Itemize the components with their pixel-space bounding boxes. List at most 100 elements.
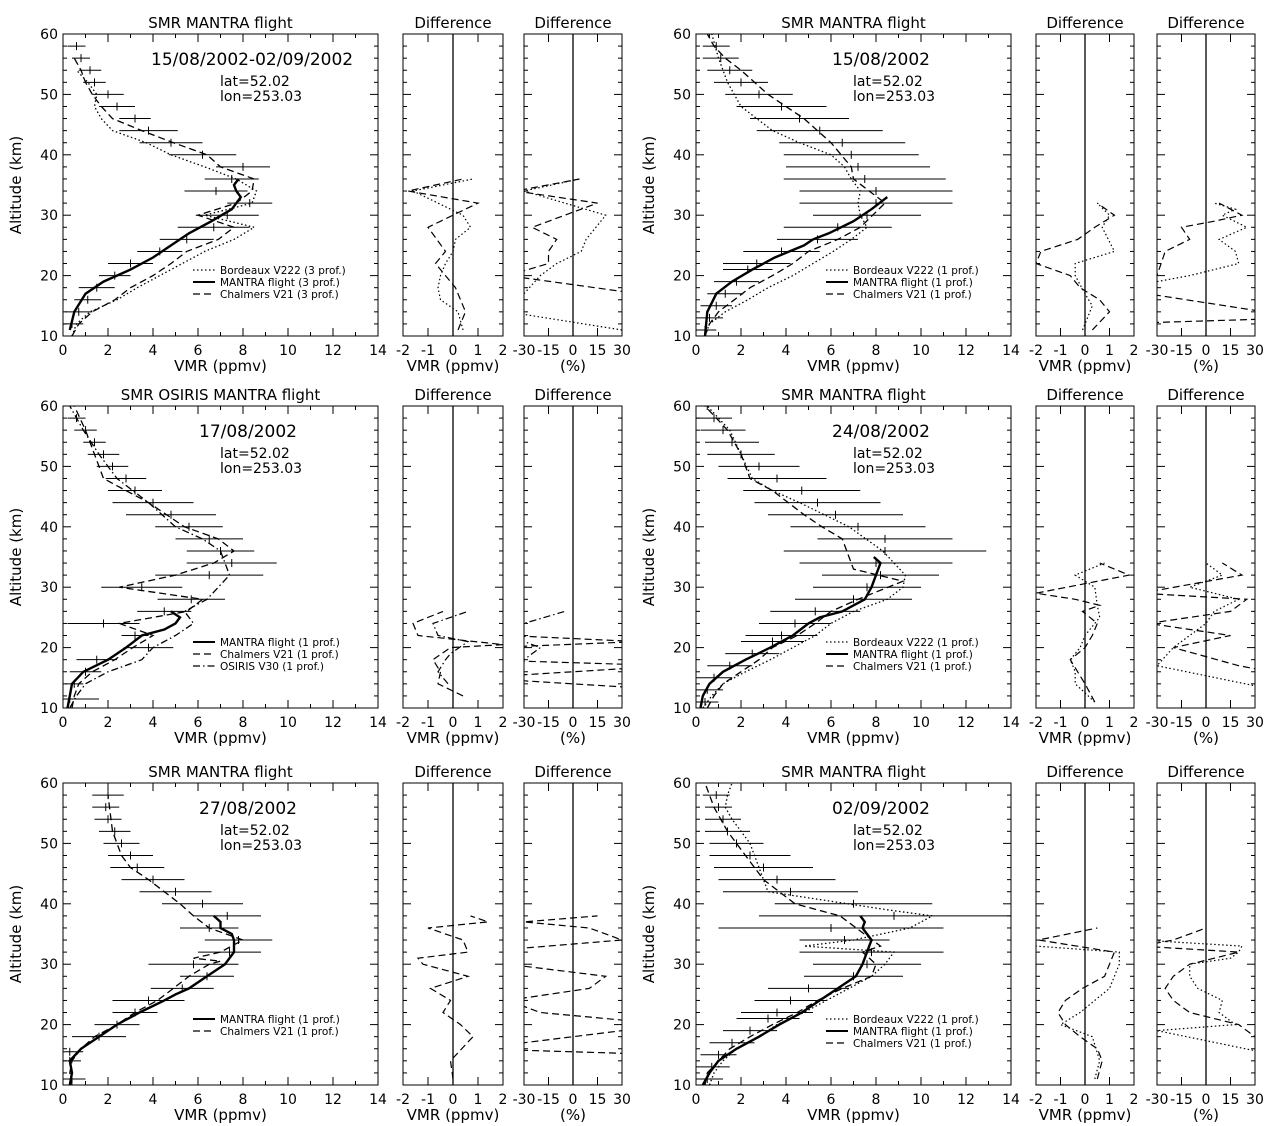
x-tick-label: 1 xyxy=(1105,715,1114,731)
legend-entry: Bordeaux V222 (1 prof.) xyxy=(853,265,979,277)
lon-annotation: lon=253.03 xyxy=(220,838,302,854)
date-annotation: 27/08/2002 xyxy=(199,799,297,819)
x-tick-label: 2 xyxy=(737,715,746,731)
y-tick-label: 50 xyxy=(673,459,691,475)
x-tick-label: 0 xyxy=(1202,715,1211,731)
y-tick-label: 30 xyxy=(40,208,58,224)
x-tick-label: 8 xyxy=(872,343,881,359)
legend-entry: OSIRIS V30 (1 prof.) xyxy=(220,661,324,673)
pct-x-axis-label: (%) xyxy=(1193,1106,1219,1124)
y-tick-label: 60 xyxy=(40,399,58,415)
x-tick-label: 15 xyxy=(589,715,607,731)
pct-plot-area xyxy=(1157,202,1255,324)
diff-plot-area xyxy=(1036,562,1132,703)
x-tick-label: 12 xyxy=(957,343,975,359)
y-tick-label: 40 xyxy=(673,520,691,536)
pct-line-1 xyxy=(1157,202,1249,283)
x-tick-label: 6 xyxy=(194,1092,203,1108)
legend-entry: Bordeaux V222 (3 prof.) xyxy=(220,265,346,277)
pct-plot-area xyxy=(524,915,622,1054)
x-axis-label: VMR (ppmv) xyxy=(807,1106,900,1124)
x-tick-label: 6 xyxy=(827,1092,836,1108)
lon-annotation: lon=253.03 xyxy=(220,461,302,477)
x-tick-label: 2 xyxy=(499,715,508,731)
x-tick-label: -15 xyxy=(537,343,560,359)
diff-plot-area xyxy=(412,610,503,697)
lat-annotation: lat=52.02 xyxy=(853,823,923,839)
main-plot-area xyxy=(63,406,277,708)
diff-line-2 xyxy=(1036,562,1132,703)
y-axis-label: Altitude (km) xyxy=(640,885,658,983)
diff-line-2 xyxy=(1038,927,1116,1080)
pct-line-2 xyxy=(524,178,622,293)
x-tick-label: 0 xyxy=(569,343,578,359)
x-tick-label: 30 xyxy=(613,715,631,731)
legend-entry: MANTRA flight (3 prof.) xyxy=(220,277,340,289)
y-tick-label: 30 xyxy=(673,580,691,596)
pct-x-axis-label: (%) xyxy=(560,357,586,375)
pct-line-2 xyxy=(1157,927,1255,1038)
x-tick-label: 12 xyxy=(957,1092,975,1108)
x-tick-label: -1 xyxy=(421,1092,435,1108)
x-tick-label: 10 xyxy=(912,343,930,359)
lat-annotation: lat=52.02 xyxy=(220,446,290,462)
x-tick-label: 15 xyxy=(1222,1092,1240,1108)
y-tick-label: 50 xyxy=(40,836,58,852)
x-tick-label: 10 xyxy=(279,343,297,359)
x-tick-label: -1 xyxy=(421,343,435,359)
x-tick-label: 0 xyxy=(1202,343,1211,359)
x-tick-label: -2 xyxy=(396,1092,410,1108)
x-tick-label: 8 xyxy=(239,1092,248,1108)
pct-title: Difference xyxy=(534,14,611,32)
x-tick-label: 14 xyxy=(369,715,387,731)
legend-entry: MANTRA flight (1 prof.) xyxy=(220,1014,340,1026)
y-tick-label: 60 xyxy=(673,399,691,415)
y-tick-label: 50 xyxy=(673,87,691,103)
x-tick-label: 1 xyxy=(1105,1092,1114,1108)
x-tick-label: -30 xyxy=(513,343,536,359)
y-tick-label: 10 xyxy=(40,329,58,345)
x-tick-label: 0 xyxy=(692,1092,701,1108)
diff-line-1 xyxy=(411,178,474,331)
chart-panel-3: SMR OSIRIS MANTRA flight Difference Differ… xyxy=(7,386,631,747)
chart-title: SMR OSIRIS MANTRA flight xyxy=(121,386,321,404)
x-axis-label: VMR (ppmv) xyxy=(807,729,900,747)
pct-title: Difference xyxy=(1167,386,1244,404)
main-plot-area xyxy=(696,783,1011,1085)
y-axis-label: Altitude (km) xyxy=(7,136,25,234)
legend-entry: MANTRA flight (1 prof.) xyxy=(853,649,973,661)
x-tick-label: 6 xyxy=(827,343,836,359)
y-tick-label: 50 xyxy=(40,87,58,103)
x-tick-label: 4 xyxy=(149,343,158,359)
y-tick-label: 10 xyxy=(673,701,691,717)
x-tick-label: 0 xyxy=(449,715,458,731)
series-line-1 xyxy=(71,69,258,336)
series-line-1 xyxy=(704,34,868,336)
x-tick-label: -15 xyxy=(1170,343,1193,359)
x-tick-label: 12 xyxy=(957,715,975,731)
x-tick-label: -1 xyxy=(421,715,435,731)
series-line-3 xyxy=(69,406,231,708)
x-tick-label: 4 xyxy=(782,343,791,359)
pct-plot-area xyxy=(524,178,622,331)
legend-entry: Chalmers V21 (1 prof.) xyxy=(853,289,972,301)
pct-title: Difference xyxy=(534,763,611,781)
x-tick-label: 8 xyxy=(872,715,881,731)
x-tick-label: 2 xyxy=(737,1092,746,1108)
diff-x-axis-label: VMR (ppmv) xyxy=(1039,729,1132,747)
diff-line-2 xyxy=(407,178,480,331)
main-plot-area xyxy=(63,42,273,336)
diff-line-1 xyxy=(416,915,489,1080)
x-tick-label: 0 xyxy=(1081,1092,1090,1108)
series-line-2 xyxy=(68,178,243,331)
y-tick-label: 30 xyxy=(40,580,58,596)
x-tick-label: 10 xyxy=(279,715,297,731)
pct-line-2 xyxy=(1157,562,1255,670)
x-tick-label: 6 xyxy=(194,343,203,359)
diff-line-2 xyxy=(432,610,470,685)
x-axis-label: VMR (ppmv) xyxy=(174,729,267,747)
x-tick-label: 4 xyxy=(782,1092,791,1108)
legend-entry: Chalmers V21 (3 prof.) xyxy=(220,289,339,301)
x-tick-label: -2 xyxy=(396,343,410,359)
x-tick-label: -15 xyxy=(537,715,560,731)
